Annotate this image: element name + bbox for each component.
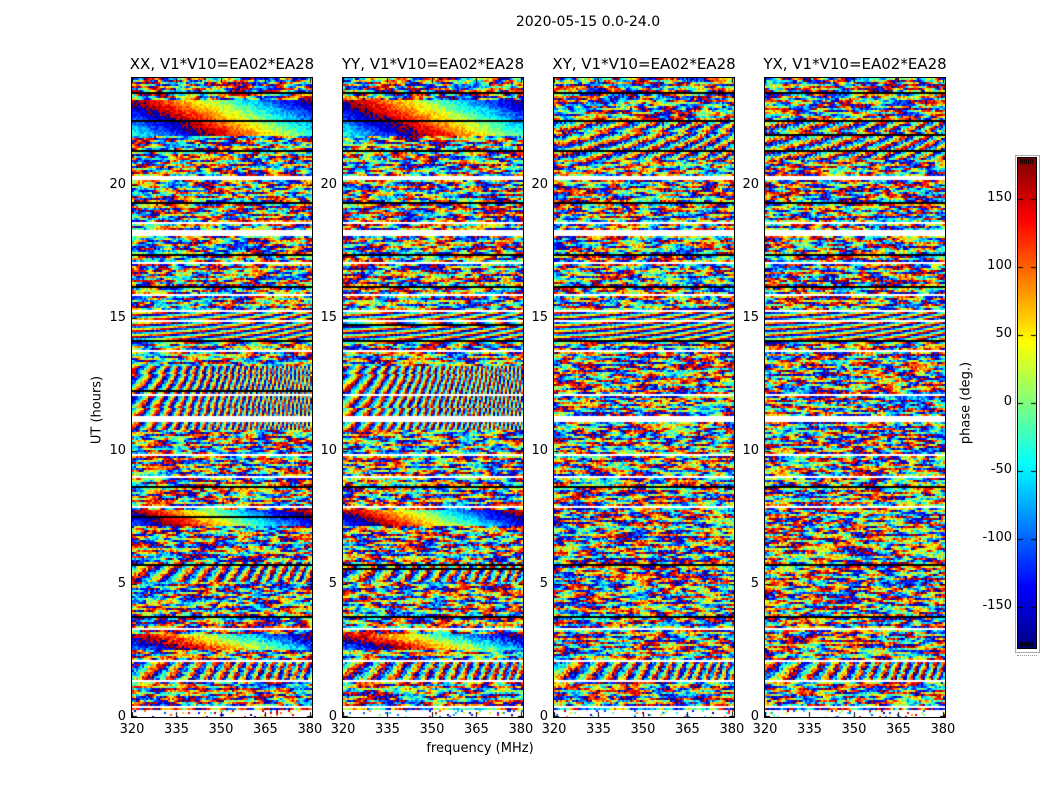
colorbar-tick-label: -100 [982, 530, 1012, 546]
y-tick-label: 15 [742, 309, 759, 325]
x-tick-label: 320 [752, 722, 778, 737]
y-tick-label: 0 [539, 709, 548, 724]
x-tick-label: 365 [886, 722, 911, 737]
y-tick-label: 5 [750, 575, 759, 591]
y-tick-label: 20 [109, 176, 126, 192]
y-tick-label: 15 [320, 309, 337, 325]
y-tick-label: 20 [742, 176, 759, 192]
panel-title-yy: YY, V1*V10=EA02*EA28 [341, 55, 525, 73]
y-tick-label: 10 [742, 442, 759, 458]
heatmap-panel-yx [764, 77, 946, 718]
x-tick-label: 380 [508, 722, 534, 737]
y-tick-label: 10 [109, 442, 126, 458]
heatmap-panel-yy [342, 77, 524, 718]
heatmap-canvas-xx [132, 78, 312, 717]
figure-title: 2020-05-15 0.0-24.0 [515, 14, 661, 30]
heatmap-panel-xy [553, 77, 735, 718]
heatmap-panel-xx [131, 77, 313, 718]
x-tick-label: 365 [675, 722, 700, 737]
colorbar [1017, 157, 1037, 649]
y-tick-label: 10 [531, 442, 548, 458]
x-tick-label: 365 [464, 722, 489, 737]
colorbar-tick-label: 50 [995, 325, 1012, 341]
y-tick-label: 15 [109, 309, 126, 325]
y-tick-label: 0 [750, 709, 759, 724]
x-tick-label: 335 [375, 722, 400, 737]
heatmap-canvas-yy [343, 78, 523, 717]
x-tick-label: 350 [630, 722, 656, 737]
x-tick-label: 335 [164, 722, 189, 737]
panel-title-yx: YX, V1*V10=EA02*EA28 [763, 55, 947, 73]
y-tick-label: 10 [320, 442, 337, 458]
y-tick-label: 15 [531, 309, 548, 325]
x-axis-label: frequency (MHz) [426, 741, 534, 756]
x-tick-label: 320 [541, 722, 567, 737]
y-tick-label: 5 [539, 575, 548, 591]
y-tick-label: 0 [117, 709, 126, 724]
colorbar-tick-label: 150 [987, 189, 1012, 205]
y-tick-label: 20 [320, 176, 337, 192]
y-tick-label: 5 [117, 575, 126, 591]
x-tick-label: 350 [841, 722, 867, 737]
x-tick-label: 380 [719, 722, 745, 737]
colorbar-canvas [1018, 158, 1036, 648]
colorbar-tick-label: 100 [987, 257, 1012, 273]
y-tick-label: 0 [328, 709, 337, 724]
y-axis-label: UT (hours) [89, 375, 105, 445]
colorbar-tick-label: -150 [982, 598, 1012, 614]
panel-title-xx: XX, V1*V10=EA02*EA28 [129, 55, 315, 73]
panel-title-xy: XY, V1*V10=EA02*EA28 [552, 55, 736, 73]
colorbar-tick-label: 0 [1003, 394, 1012, 409]
x-tick-label: 335 [797, 722, 822, 737]
colorbar-dotted-edge [1017, 655, 1037, 656]
x-tick-label: 350 [419, 722, 445, 737]
x-tick-label: 320 [330, 722, 356, 737]
colorbar-tick-label: -50 [990, 462, 1012, 478]
heatmap-canvas-xy [554, 78, 734, 717]
y-tick-label: 20 [531, 176, 548, 192]
x-tick-label: 380 [930, 722, 956, 737]
y-tick-label: 5 [328, 575, 337, 591]
x-tick-label: 335 [586, 722, 611, 737]
colorbar-label: phase (deg.) [958, 361, 974, 445]
x-tick-label: 320 [119, 722, 145, 737]
x-tick-label: 365 [253, 722, 278, 737]
x-tick-label: 350 [208, 722, 234, 737]
x-tick-label: 380 [297, 722, 323, 737]
heatmap-canvas-yx [765, 78, 945, 717]
